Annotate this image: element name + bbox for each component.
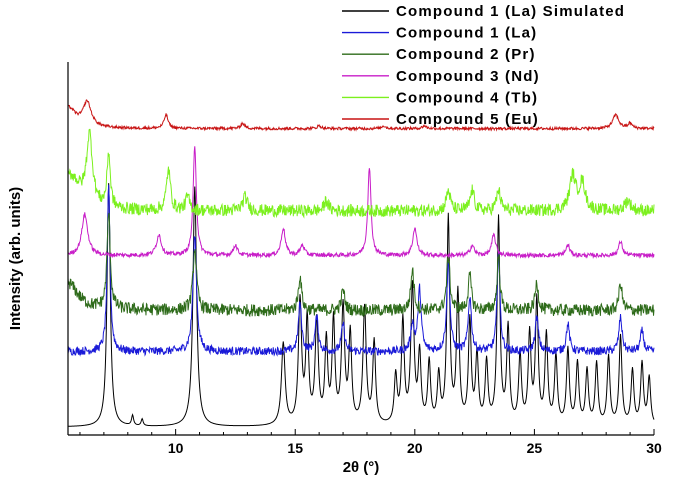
series-line-2: [67, 184, 655, 357]
x-tick-label: 30: [646, 440, 662, 456]
legend: Compound 1 (La) Simulated Compound 1 (La)…: [342, 3, 625, 128]
legend-label-5: Compound 4 (Tb): [396, 89, 538, 106]
legend-label-2: Compound 1 (La): [396, 25, 537, 42]
legend-label-1: Compound 1 (La) Simulated: [396, 3, 625, 20]
series-line-5: [67, 128, 655, 219]
x-axis-title: 2θ (°): [343, 459, 380, 476]
series-line-1: [67, 183, 655, 427]
x-tick-label: 15: [287, 440, 303, 456]
y-axis-title: Intensity (arb. units): [7, 187, 24, 330]
x-tick-label: 10: [168, 440, 184, 456]
x-tick-label: 25: [527, 440, 543, 456]
series-line-6: [67, 99, 655, 132]
legend-label-4: Compound 3 (Nd): [396, 68, 540, 85]
plot-area: [67, 99, 655, 427]
series-line-3: [67, 212, 655, 318]
legend-label-6: Compound 5 (Eu): [396, 111, 539, 128]
axes: 10 15 20 25 30: [67, 62, 662, 456]
x-tick-label: 20: [407, 440, 423, 456]
series-line-4: [67, 146, 655, 260]
legend-label-3: Compound 2 (Pr): [396, 46, 536, 63]
